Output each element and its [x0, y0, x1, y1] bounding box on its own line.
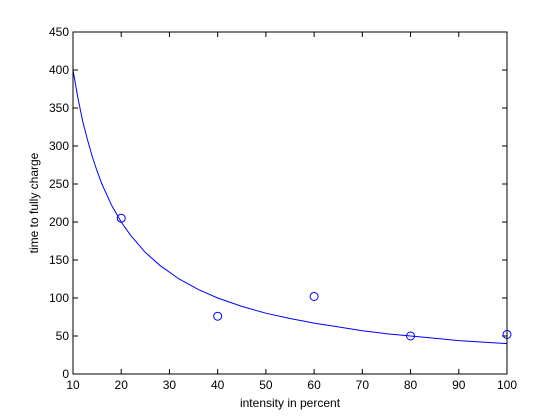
data-point	[309, 291, 319, 301]
y-tick-label: 0	[62, 367, 69, 381]
x-tick-label: 100	[497, 378, 517, 392]
y-tick-label: 300	[49, 139, 69, 153]
x-tick-label: 20	[115, 378, 129, 392]
plot-background	[73, 32, 507, 374]
x-tick-label: 70	[356, 378, 370, 392]
series-layer	[72, 69, 512, 345]
y-tick-label: 150	[49, 253, 69, 267]
x-tick-label: 40	[211, 378, 225, 392]
y-tick-label: 350	[49, 101, 69, 115]
fit-curve	[72, 69, 508, 345]
x-tick-label: 90	[452, 378, 466, 392]
x-tick-label: 10	[66, 378, 80, 392]
x-axis-label: intensity in percent	[240, 396, 341, 410]
y-tick-label: 250	[49, 177, 69, 191]
y-tick-label: 450	[49, 25, 69, 39]
labels-layer: 10 20 30 40 50 60 70 80 90 100 0 50 100 150 200 250 300 3…	[49, 25, 517, 392]
x-tick-label: 30	[163, 378, 177, 392]
x-tick-label: 50	[259, 378, 273, 392]
plot-frame	[72, 31, 508, 375]
y-tick-label: 200	[49, 215, 69, 229]
y-tick-label: 100	[49, 291, 69, 305]
data-point	[213, 311, 223, 321]
y-tick-label: 50	[56, 329, 70, 343]
x-tick-label: 60	[307, 378, 321, 392]
x-tick-label: 80	[404, 378, 418, 392]
y-axis-label: time to fully charge	[27, 152, 41, 253]
y-tick-label: 400	[49, 63, 69, 77]
